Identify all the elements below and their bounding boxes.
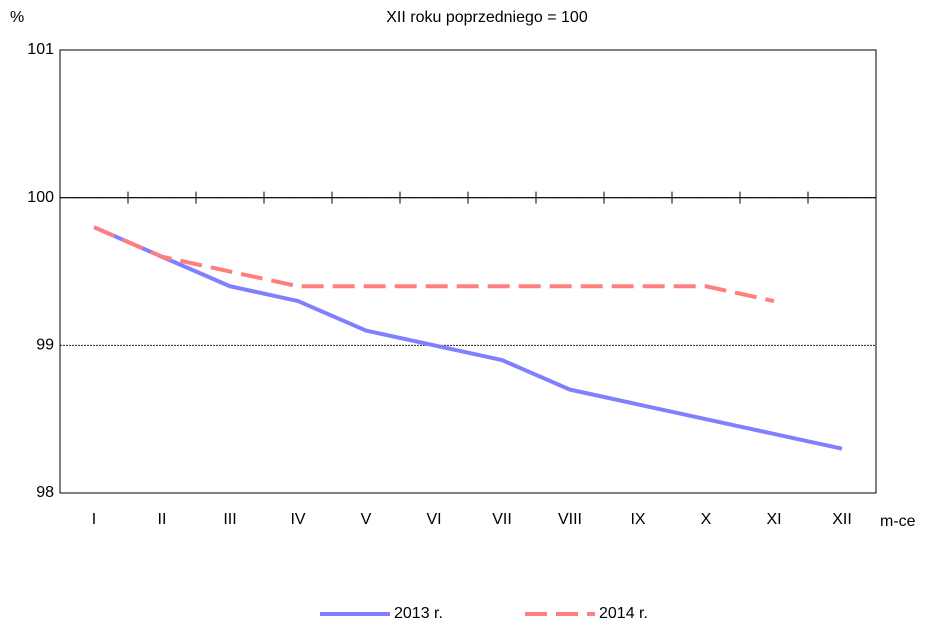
- y-tick-label: 98: [36, 484, 54, 501]
- x-tick-label: V: [361, 511, 372, 528]
- y-tick-label: 101: [27, 41, 54, 58]
- x-tick-label: X: [701, 511, 712, 528]
- x-tick-label: XI: [766, 511, 781, 528]
- x-tick-label: XII: [832, 511, 852, 528]
- x-tick-label: IX: [630, 511, 645, 528]
- x-tick-label: VI: [426, 511, 441, 528]
- x-tick-label: VII: [492, 511, 512, 528]
- plot-frame: [59, 49, 877, 494]
- x-tick-label: I: [92, 511, 96, 528]
- x-tick-label: IV: [290, 511, 305, 528]
- x-tick-label: VIII: [558, 511, 582, 528]
- legend-label: 2013 r.: [394, 605, 443, 622]
- legend-label: 2014 r.: [599, 605, 648, 622]
- chart-title: XII roku poprzedniego = 100: [386, 9, 588, 26]
- y-axis-label: %: [10, 9, 24, 26]
- x-tick-label: III: [223, 511, 236, 528]
- x-tick-label: II: [158, 511, 167, 528]
- y-tick-label: 100: [27, 189, 54, 206]
- x-axis-label: m-ce: [880, 513, 916, 530]
- series-line: [93, 225, 775, 303]
- series-line: [93, 225, 843, 451]
- y-tick-label: 99: [36, 337, 54, 354]
